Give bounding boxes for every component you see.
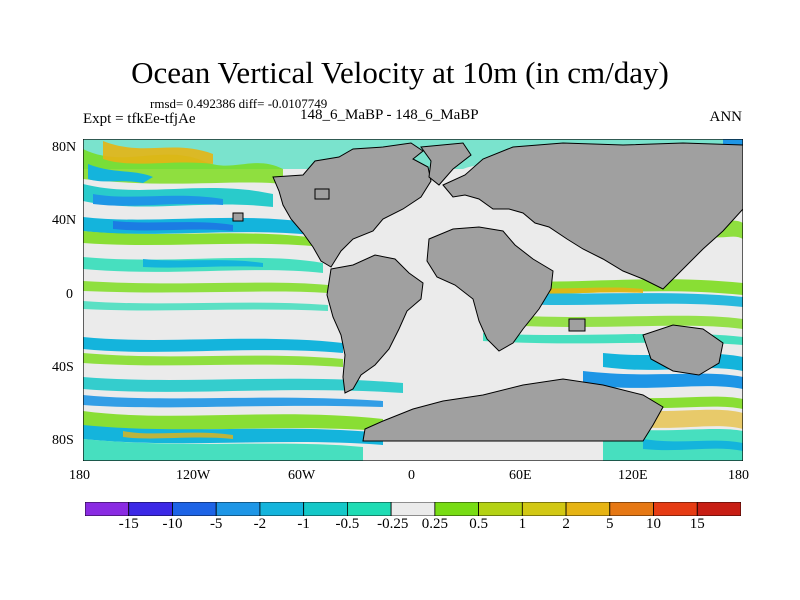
colorbar-label: 1 (518, 516, 527, 532)
lat-tick-80n: 80N (52, 140, 77, 155)
stats-line: rmsd= 0.492386 diff= -0.0107749 (150, 96, 327, 112)
land-masses (232, 142, 743, 442)
colorbar-label: 10 (646, 516, 662, 532)
colorbar-label: -10 (162, 516, 183, 532)
diff-value: diff= -0.0107749 (238, 96, 328, 111)
colorbar-swatch (653, 502, 698, 516)
lat-tick-80s: 80S (52, 433, 74, 448)
colorbar-swatch (390, 502, 436, 516)
lon-tick-60w: 60W (288, 468, 316, 483)
rmsd-value: rmsd= 0.492386 (150, 96, 236, 111)
lon-tick-120w: 120W (176, 468, 211, 483)
lon-tick-0: 0 (408, 468, 415, 483)
lon-tick-120e: 120E (618, 468, 648, 483)
lat-tick-40s: 40S (52, 360, 74, 375)
colorbar-swatch (478, 502, 523, 516)
colorbar-label: 2 (562, 516, 570, 532)
colorbar-swatch (346, 502, 392, 516)
colorbar-swatch (215, 502, 261, 516)
lon-tick-60e: 60E (509, 468, 532, 483)
page-title: Ocean Vertical Velocity at 10m (in cm/da… (131, 55, 669, 90)
colorbar-label: 0.5 (469, 516, 488, 532)
colorbar-label: -15 (118, 516, 139, 532)
experiment-label: Expt = tfkEe-tfjAe (83, 111, 196, 127)
colorbar-swatch (172, 502, 217, 516)
colorbar-label: 15 (689, 516, 705, 532)
lat-tick-40n: 40N (52, 213, 77, 228)
lon-tick-180e: 180 (728, 468, 749, 483)
colorbar-label: -0.25 (377, 516, 409, 532)
colorbar-swatch (521, 502, 567, 516)
colorbar-swatch (434, 502, 479, 516)
colorbar (85, 502, 741, 516)
colorbar-label: 5 (606, 516, 614, 532)
colorbar-swatch (259, 502, 305, 516)
colorbar-swatch (303, 502, 348, 516)
colorbar-swatch (128, 502, 173, 516)
colorbar-label: -1 (297, 516, 310, 532)
colorbar-label: -0.5 (335, 516, 360, 532)
colorbar-label: 0.25 (421, 516, 448, 532)
colorbar-label: -2 (253, 516, 267, 532)
lat-tick-0: 0 (66, 287, 73, 302)
ocean-velocity-map (83, 139, 743, 461)
colorbar-swatch (85, 502, 130, 516)
colorbar-label: -5 (209, 516, 223, 532)
season-label: ANN (709, 109, 743, 125)
colorbar-swatch (696, 502, 741, 516)
case-label: 148_6_MaBP - 148_6_MaBP (300, 107, 479, 123)
colorbar-swatch (565, 502, 611, 516)
lon-tick-180w: 180 (69, 468, 90, 483)
colorbar-swatch (609, 502, 654, 516)
